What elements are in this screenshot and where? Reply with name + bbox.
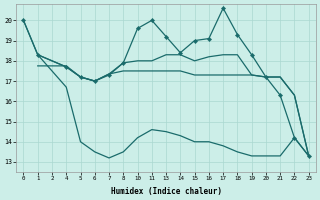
X-axis label: Humidex (Indice chaleur): Humidex (Indice chaleur) <box>111 187 221 196</box>
